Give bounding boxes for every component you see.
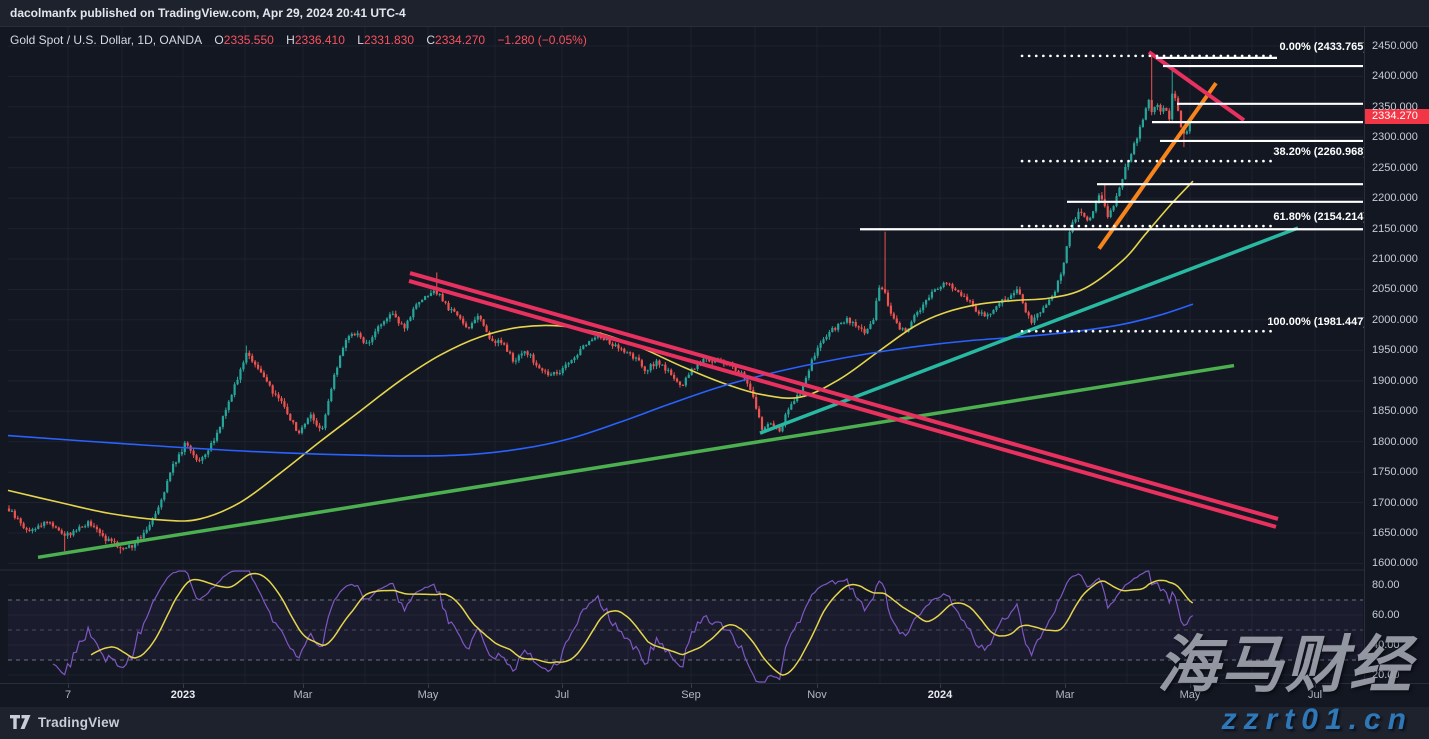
price-tick-label: 2300.000 bbox=[1372, 131, 1418, 144]
time-tick-mark bbox=[1190, 684, 1191, 688]
time-tick-label: Jul bbox=[554, 689, 570, 701]
fib-label-100[interactable]: 100.00% (1981.447) bbox=[1267, 316, 1367, 329]
tradingview-logo[interactable]: TradingView bbox=[10, 715, 119, 730]
ma-line-1 bbox=[7, 303, 1194, 457]
price-tick-label: 1900.000 bbox=[1372, 374, 1418, 387]
time-tick-mark bbox=[428, 684, 429, 688]
price-tick-label: 2050.000 bbox=[1372, 283, 1418, 296]
time-tick-label: 7 bbox=[64, 689, 72, 701]
price-tick-label: 1800.000 bbox=[1372, 435, 1418, 448]
price-tick-label: 1750.000 bbox=[1372, 466, 1418, 479]
last-price-badge: 2334.270 bbox=[1365, 108, 1429, 124]
tradingview-logo-icon bbox=[10, 715, 31, 729]
rsi-line bbox=[52, 570, 1194, 683]
fib-label-0[interactable]: 0.00% (2433.765) bbox=[1279, 40, 1367, 53]
time-tick-mark bbox=[562, 684, 563, 688]
price-tick-label: 2150.000 bbox=[1372, 222, 1418, 235]
time-tick-mark bbox=[1315, 684, 1316, 688]
ohlc-open: O2335.550 bbox=[214, 33, 274, 47]
watermark-site: zzrt01.cn bbox=[1221, 703, 1413, 736]
rsi-tick-label: 40.00 bbox=[1372, 639, 1400, 651]
time-tick-mark bbox=[68, 684, 69, 688]
rsi-tick-label: 20.00 bbox=[1372, 669, 1400, 681]
tradingview-logo-text: TradingView bbox=[38, 715, 120, 730]
time-tick-mark bbox=[303, 684, 304, 688]
price-tick-label: 1700.000 bbox=[1372, 496, 1418, 509]
footer-bar: TradingView bbox=[0, 707, 1429, 739]
ma-line-0 bbox=[7, 180, 1194, 522]
rsi-tick-label: 80.00 bbox=[1372, 579, 1400, 591]
price-tick-label: 2200.000 bbox=[1372, 192, 1418, 205]
change-value: −1.280 (−0.05%) bbox=[497, 33, 587, 47]
time-tick-label: 2023 bbox=[170, 689, 196, 701]
price-tick-label: 1850.000 bbox=[1372, 405, 1418, 418]
price-tick-label: 2350.000 bbox=[1372, 100, 1418, 113]
publish-info-text: dacolmanfx published on TradingView.com,… bbox=[10, 6, 406, 20]
watermark-chinese: 海马财经 bbox=[1156, 631, 1413, 700]
price-axis[interactable]: 2334.270 2450.000 2400.000 2350.000 2300.00… bbox=[1364, 27, 1429, 683]
fib-label-61[interactable]: 61.80% (2154.214) bbox=[1273, 211, 1367, 224]
symbol-title: Gold Spot / U.S. Dollar, 1D, OANDA bbox=[10, 33, 203, 47]
time-tick-label: Nov bbox=[807, 689, 827, 701]
price-tick-label: 1600.000 bbox=[1372, 557, 1418, 570]
candlestick-series bbox=[7, 56, 1194, 554]
time-tick-label: May bbox=[1179, 689, 1201, 701]
price-tick-label: 2450.000 bbox=[1372, 40, 1418, 52]
time-tick-mark bbox=[940, 684, 941, 688]
time-axis[interactable]: 7 2023 Mar May Jul Sep Nov 2024 Mar May Jul bbox=[0, 683, 1429, 707]
price-tick-label: 2000.000 bbox=[1372, 313, 1418, 326]
price-tick-label: 2250.000 bbox=[1372, 161, 1418, 174]
time-tick-mark bbox=[1065, 684, 1066, 688]
ohlc-close: C2334.270 bbox=[426, 33, 486, 47]
time-tick-label: Mar bbox=[1055, 689, 1075, 701]
price-tick-label: 1650.000 bbox=[1372, 526, 1418, 539]
ohlc-high: H2336.410 bbox=[286, 33, 345, 47]
long-term-support-green bbox=[37, 363, 1235, 560]
time-tick-label: May bbox=[417, 689, 439, 701]
symbol-legend[interactable]: Gold Spot / U.S. Dollar, 1D, OANDA O2335… bbox=[10, 33, 596, 47]
time-tick-mark bbox=[817, 684, 818, 688]
steep-uptrend-orange bbox=[1097, 81, 1218, 250]
ohlc-low: L2331.830 bbox=[357, 33, 414, 47]
publish-bar: dacolmanfx published on TradingView.com,… bbox=[0, 0, 1429, 27]
time-tick-mark bbox=[691, 684, 692, 688]
time-tick-label: 2024 bbox=[927, 689, 953, 701]
time-tick-label: Jul bbox=[1307, 689, 1323, 701]
rsi-tick-label: 60.00 bbox=[1372, 609, 1400, 621]
time-tick-mark bbox=[183, 684, 184, 688]
time-tick-label: Sep bbox=[681, 689, 701, 701]
downtrend-channel-upper bbox=[409, 271, 1279, 521]
time-tick-label: Mar bbox=[293, 689, 313, 701]
price-tick-label: 2100.000 bbox=[1372, 253, 1418, 266]
fib-label-38[interactable]: 38.20% (2260.968) bbox=[1273, 146, 1367, 159]
price-tick-label: 2400.000 bbox=[1372, 70, 1418, 83]
downtrend-channel-lower bbox=[408, 279, 1277, 529]
price-tick-label: 1950.000 bbox=[1372, 344, 1418, 357]
rsi-ma-line bbox=[90, 572, 1194, 676]
correction-line-pink bbox=[1147, 50, 1246, 122]
